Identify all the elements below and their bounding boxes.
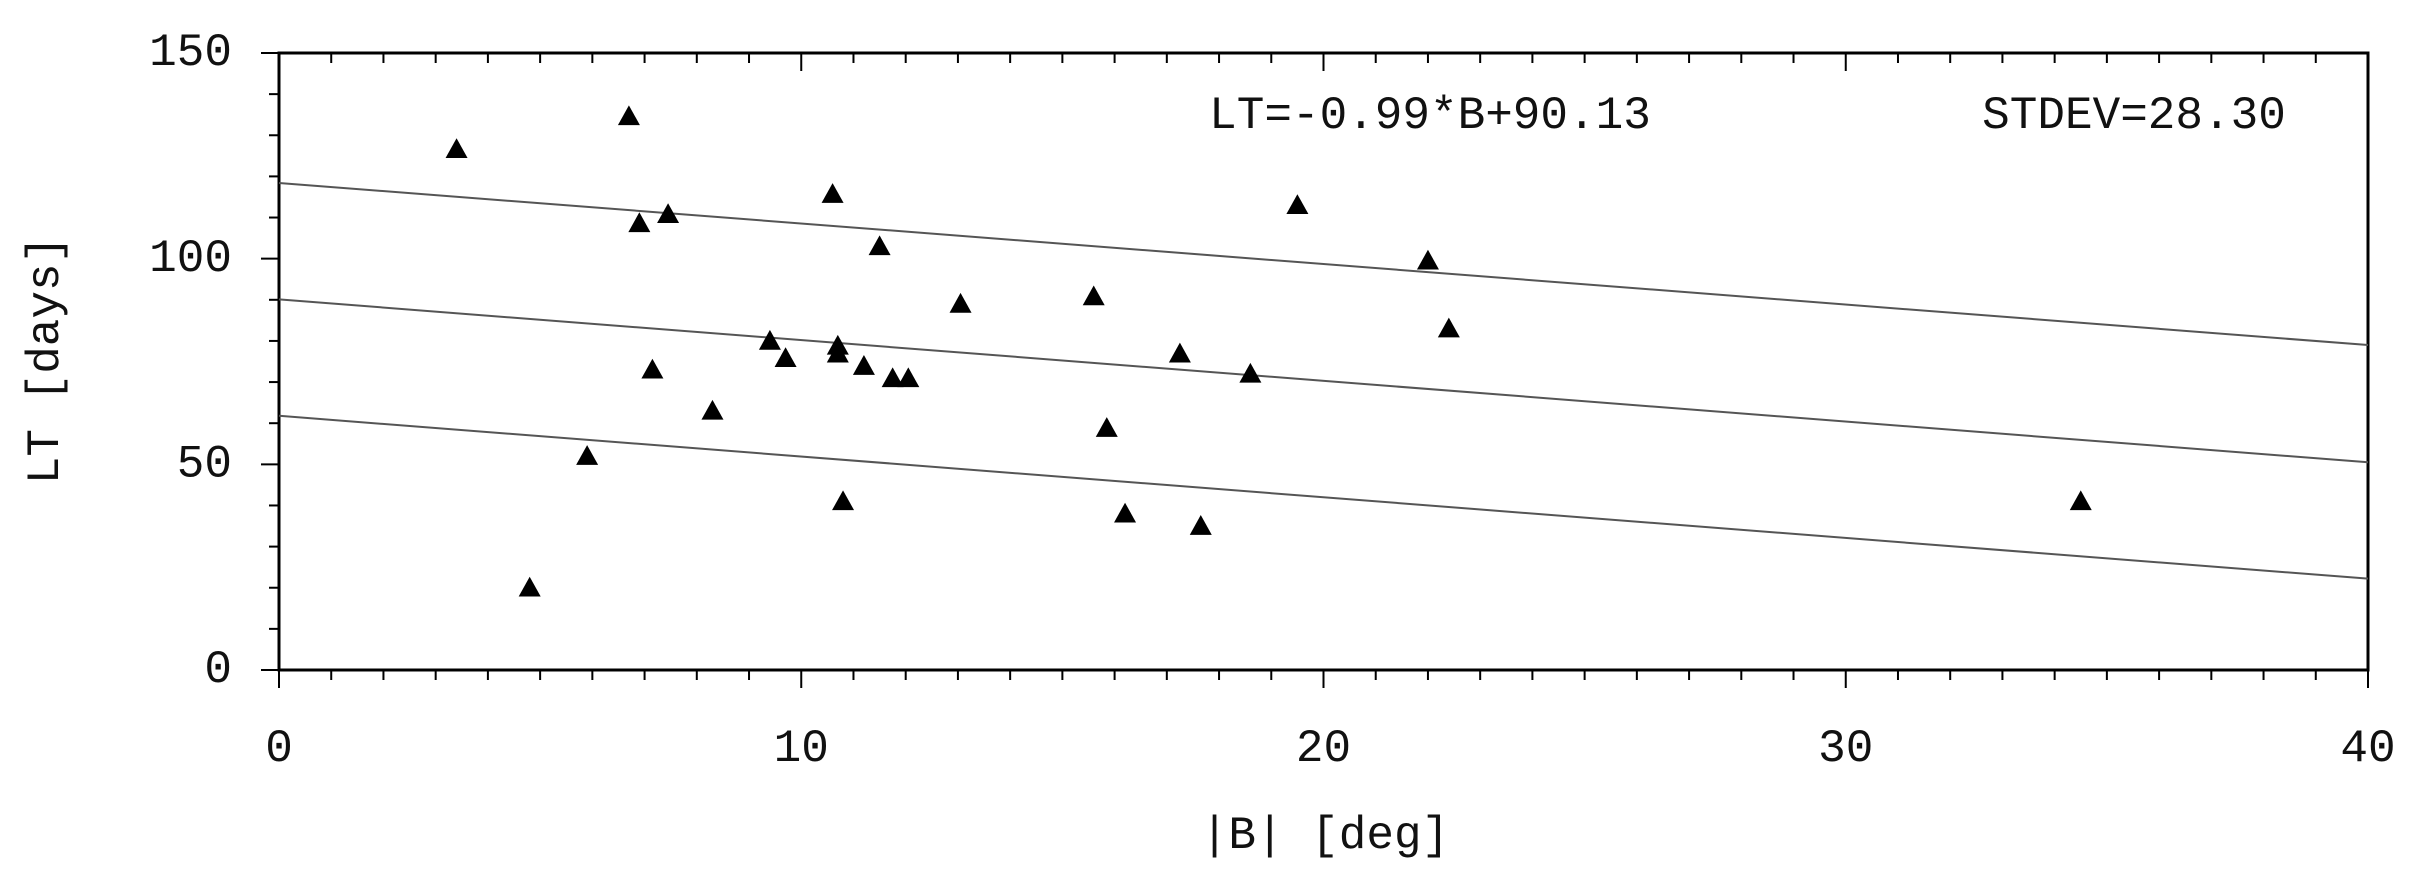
point [518,576,541,597]
point [852,355,875,375]
y-tick-label: 0 [204,644,232,696]
x-tick-label: 20 [1296,723,1351,775]
point [445,138,468,159]
point [1239,362,1262,383]
point [576,445,599,465]
point [832,490,855,511]
point [1168,342,1191,363]
point [641,358,664,379]
fit-line [278,414,2369,580]
x-tick-label: 0 [265,723,293,775]
fit-line [278,181,2369,347]
y-tick-label: 150 [149,27,232,79]
point [1189,515,1212,535]
point [2069,490,2092,511]
point [1114,502,1137,523]
point [628,212,651,233]
point [617,105,640,126]
point [868,235,891,256]
y-axis-label: LT [days] [20,236,72,484]
x-tick-label: 40 [2340,723,2395,775]
annotation: LT=-0.99*B+90.13 [1209,90,1651,142]
point [1095,417,1118,437]
x-tick-label: 10 [774,723,829,775]
point [821,183,844,203]
point [949,292,972,313]
fit-line [278,298,2369,464]
plot-frame [277,51,2370,672]
y-tick-label: 50 [177,438,232,490]
x-tick-label: 30 [1818,723,1873,775]
y-tick-label: 100 [149,233,232,285]
point [881,367,904,388]
point [701,399,724,420]
point [1082,285,1105,306]
point [774,347,797,368]
point [1437,317,1460,338]
x-axis-label: |B| [deg] [1201,810,1449,862]
point [1416,249,1439,270]
point [897,367,920,388]
annotation: STDEV=28.30 [1982,90,2286,142]
point [1286,194,1309,214]
point [758,329,781,350]
point [657,203,680,224]
point [826,342,849,363]
